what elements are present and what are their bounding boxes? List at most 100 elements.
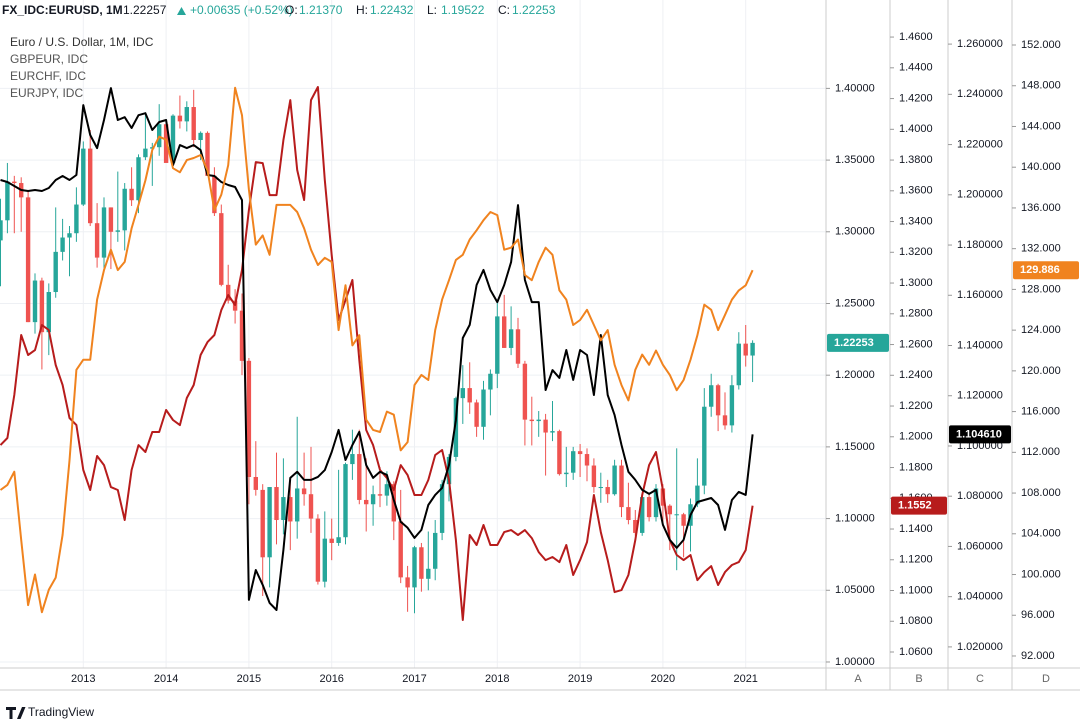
y-tick-label: 1.2800: [899, 308, 933, 320]
y-tick-label: 1.1400: [899, 523, 933, 535]
candle-body: [170, 115, 176, 163]
candle-body: [115, 230, 120, 232]
candle-body: [60, 237, 65, 252]
ohlc-label: L:: [427, 3, 437, 17]
y-tick-label: 1.2600: [899, 338, 933, 350]
candle-body: [281, 497, 286, 521]
y-tick-label: 1.140000: [957, 339, 1003, 351]
candle-body: [301, 488, 307, 495]
candle-body: [108, 207, 114, 232]
candle-body: [419, 547, 424, 579]
last-value-label: 1.22253: [834, 337, 874, 349]
x-tick-label: 2017: [402, 673, 426, 685]
candle-body: [715, 385, 721, 416]
y-tick-label: 128.000: [1021, 283, 1061, 295]
candle-body: [598, 487, 603, 489]
y-tick-label: 144.000: [1021, 120, 1061, 132]
last-value-tag: [1013, 261, 1079, 280]
y-tick-label: 1.200000: [957, 189, 1003, 201]
y-tick-label: 1.3800: [899, 154, 933, 166]
legend-entry: GBPEUR, IDC: [10, 52, 88, 66]
candle-body: [412, 547, 417, 588]
axis-name: D: [1042, 673, 1050, 685]
footer-text: TradingView: [28, 705, 94, 719]
candle-body: [626, 507, 631, 521]
y-tick-label: 1.4000: [899, 123, 933, 135]
x-tick-label: 2014: [154, 673, 178, 685]
y-tick-label: 1.0800: [899, 615, 933, 627]
candle-body: [46, 292, 51, 333]
candle-body: [198, 132, 203, 141]
candle-body: [467, 388, 472, 403]
candle-body: [81, 148, 86, 205]
y-tick-label: 136.000: [1021, 202, 1061, 214]
candle-body: [177, 115, 183, 122]
candle-body: [405, 577, 410, 588]
candle-body: [322, 538, 327, 582]
logo: [6, 707, 26, 719]
y-tick-label: 116.000: [1021, 406, 1060, 418]
candle-body: [129, 188, 134, 201]
x-tick-label: 2018: [485, 673, 509, 685]
y-tick-label: 1.00000: [835, 656, 875, 668]
y-tick-label: 140.000: [1021, 161, 1061, 173]
axes: 1.00000 1.05000 1.10000 1.15000 1.20000 1.250…: [0, 0, 1080, 691]
y-tick-label: 1.4200: [899, 92, 933, 104]
x-tick-label: 2016: [319, 673, 343, 685]
candle-body: [308, 494, 314, 519]
ohlc-value: 1.19522: [441, 3, 485, 17]
y-tick-label: 1.20000: [835, 369, 875, 381]
last-value-label: 1.104610: [956, 428, 1002, 440]
candle-body: [667, 505, 672, 515]
y-tick-label: 1.05000: [835, 584, 875, 596]
footer: TradingView: [6, 705, 94, 719]
ohlc-label: C:: [498, 3, 510, 17]
ohlc-value: 1.22432: [370, 3, 414, 17]
y-tick-label: 1.160000: [957, 289, 1003, 301]
candle-body: [295, 488, 300, 522]
candle-body: [653, 488, 659, 518]
candle-body: [288, 497, 293, 522]
candle-body: [502, 316, 507, 348]
candle-body: [184, 107, 189, 122]
y-tick-label: 1.35000: [835, 154, 875, 166]
x-tick-label: 2019: [568, 673, 592, 685]
candle-body: [674, 514, 679, 516]
y-tick-label: 104.000: [1021, 528, 1061, 540]
candle-body: [357, 454, 362, 500]
last-value-label: 1.1552: [898, 500, 932, 512]
legend-entry: EURJPY, IDC: [10, 86, 83, 100]
axis-name: B: [915, 673, 922, 685]
candle-body: [226, 284, 231, 301]
candle-body: [564, 472, 569, 475]
y-tick-label: 100.000: [1021, 568, 1061, 580]
candle-body: [12, 181, 17, 184]
candle-body: [398, 521, 403, 578]
y-tick-label: 1.040000: [957, 591, 1003, 603]
candle-body: [88, 148, 93, 224]
candle-body: [364, 499, 369, 505]
candle-body: [370, 494, 376, 505]
axis-name: A: [854, 673, 862, 685]
candle-body: [453, 398, 459, 457]
ohlc-value: 1.22253: [512, 3, 556, 17]
last-value-tag: [949, 425, 1011, 444]
y-tick-label: 1.30000: [835, 226, 875, 238]
y-tick-label: 124.000: [1021, 324, 1061, 336]
candle-body: [577, 451, 583, 455]
y-tick-label: 1.220000: [957, 138, 1003, 150]
candle-body: [329, 538, 334, 543]
y-tick-label: 92.000: [1021, 650, 1055, 662]
y-tick-label: 108.000: [1021, 487, 1061, 499]
candle-body: [122, 188, 127, 231]
candle-body: [136, 157, 141, 201]
y-tick-label: 1.25000: [835, 297, 875, 309]
candle-body: [488, 373, 493, 390]
candle-body: [253, 476, 258, 490]
y-tick-label: 1.10000: [835, 512, 875, 524]
candle-body: [508, 329, 514, 348]
candle-body: [460, 388, 465, 399]
candle-body: [495, 316, 500, 374]
candle-body: [522, 363, 528, 420]
candle-body: [695, 485, 700, 505]
